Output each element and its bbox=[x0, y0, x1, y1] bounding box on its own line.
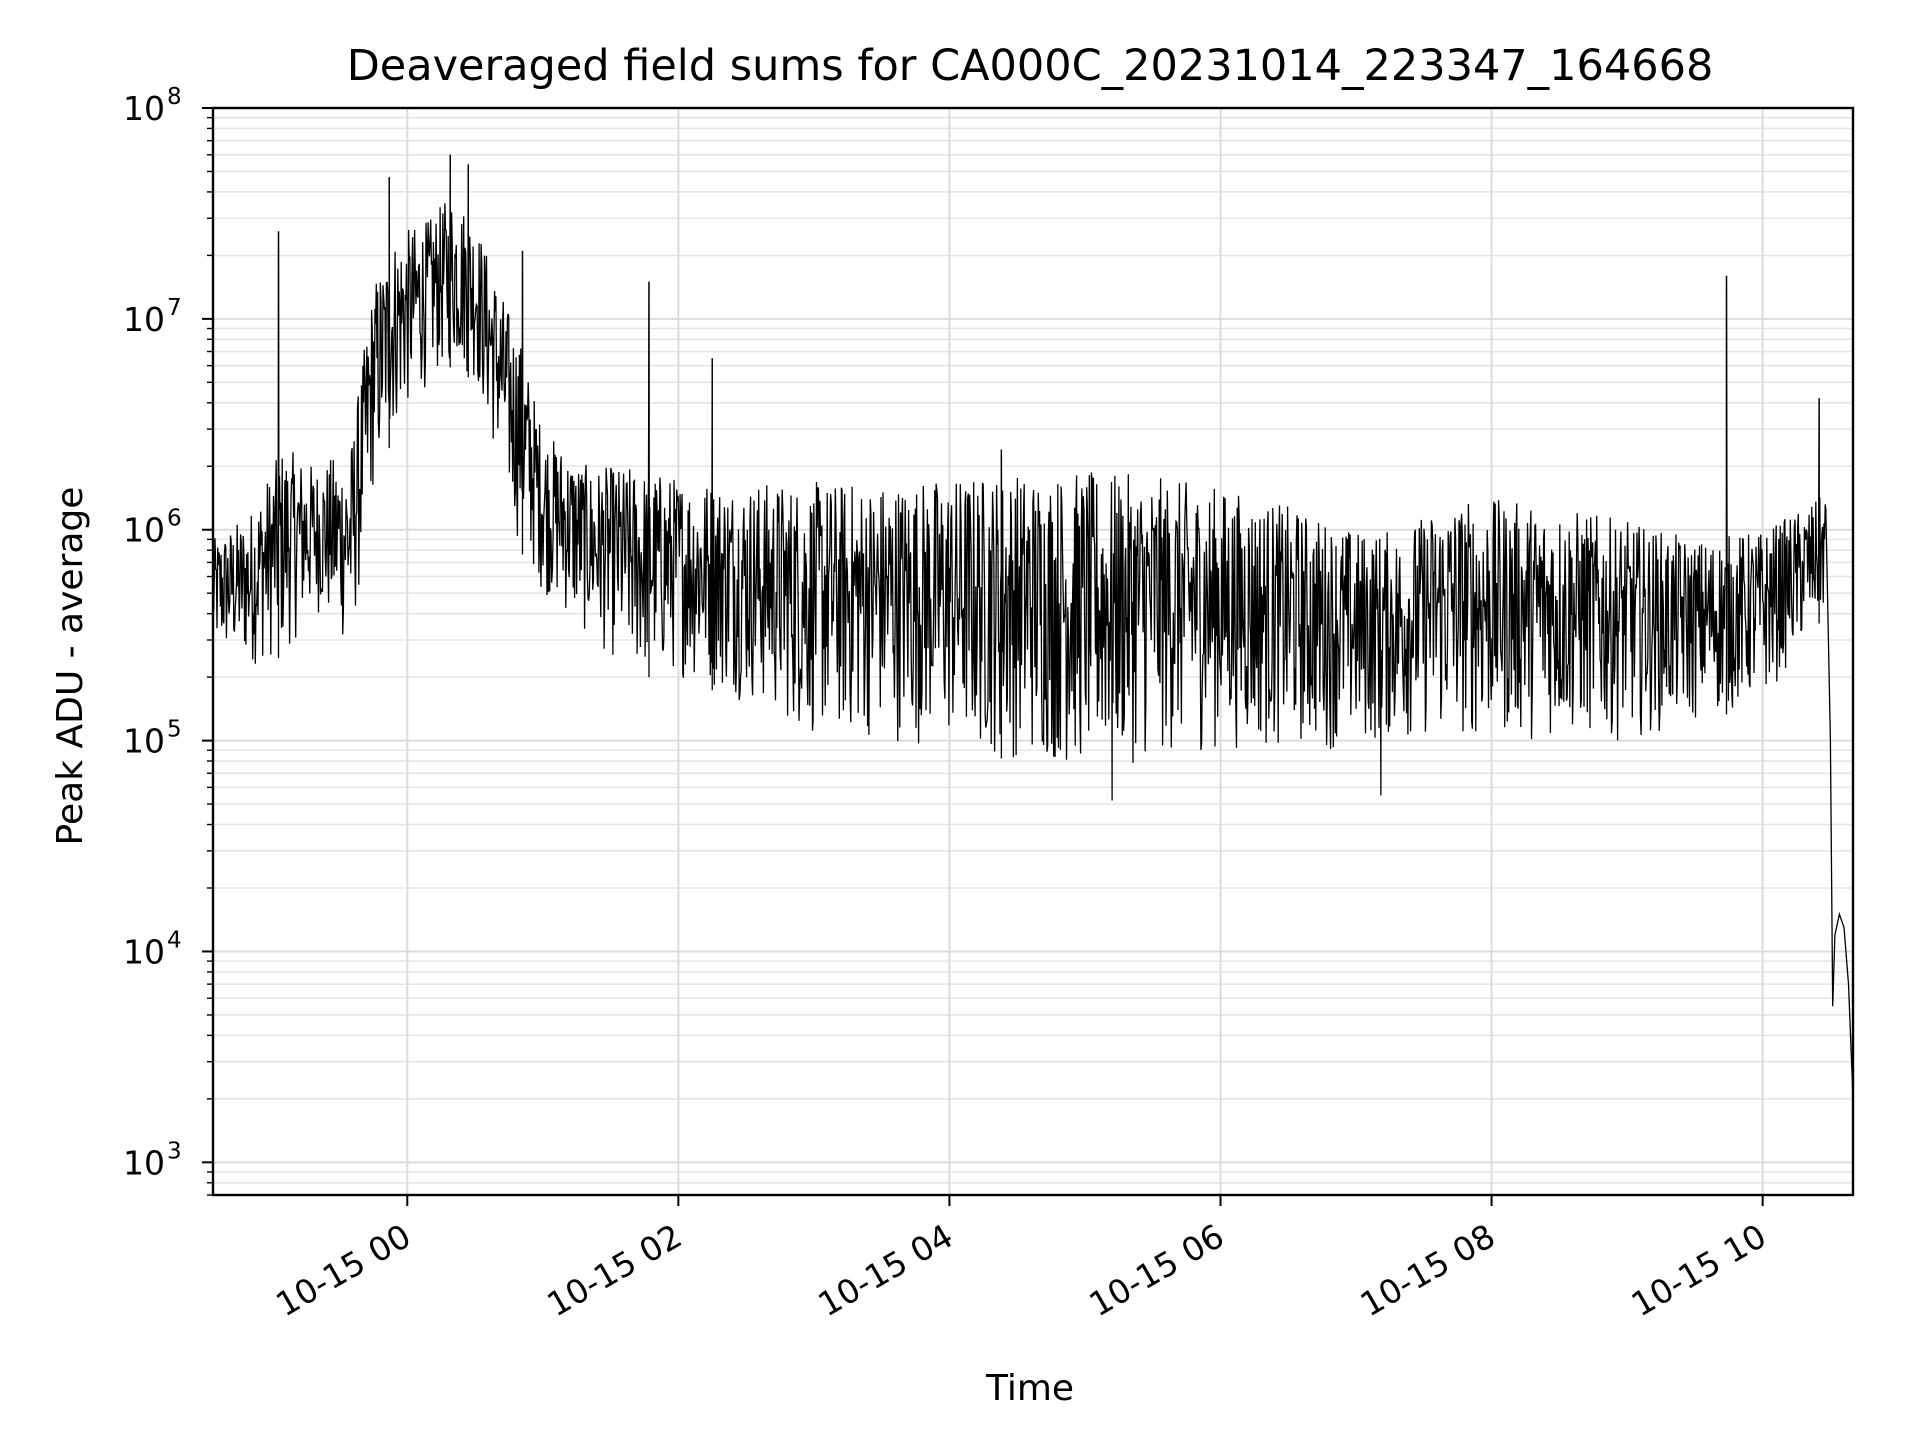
x-axis-label: Time bbox=[985, 1368, 1074, 1409]
y-tick-label: 10 bbox=[123, 89, 165, 128]
y-tick-base: 10 bbox=[123, 511, 165, 550]
y-tick-label: 10 bbox=[123, 722, 165, 761]
y-tick-exponent: 7 bbox=[167, 295, 182, 321]
y-tick-label: 10 bbox=[123, 1143, 165, 1182]
y-tick-exponent: 6 bbox=[167, 506, 182, 532]
y-tick-base: 10 bbox=[123, 722, 165, 761]
y-tick-label: 10 bbox=[123, 932, 165, 971]
y-tick-base: 10 bbox=[123, 1143, 165, 1182]
y-tick-base: 10 bbox=[123, 89, 165, 128]
chart-title: Deaveraged field sums for CA000C_2023101… bbox=[347, 41, 1714, 91]
y-tick-base: 10 bbox=[123, 300, 165, 339]
y-tick-exponent: 4 bbox=[167, 927, 182, 953]
y-tick-exponent: 3 bbox=[167, 1138, 182, 1164]
y-tick-label: 10 bbox=[123, 511, 165, 550]
series-layer bbox=[212, 154, 1854, 1099]
y-tick-exponent: 8 bbox=[167, 84, 182, 110]
y-tick-exponent: 5 bbox=[167, 717, 182, 743]
y-tick-label: 10 bbox=[123, 300, 165, 339]
y-axis-label: Peak ADU - average bbox=[50, 487, 91, 846]
series-line bbox=[212, 154, 1854, 1099]
y-tick-base: 10 bbox=[123, 932, 165, 971]
plot-frame bbox=[211, 106, 1855, 1197]
